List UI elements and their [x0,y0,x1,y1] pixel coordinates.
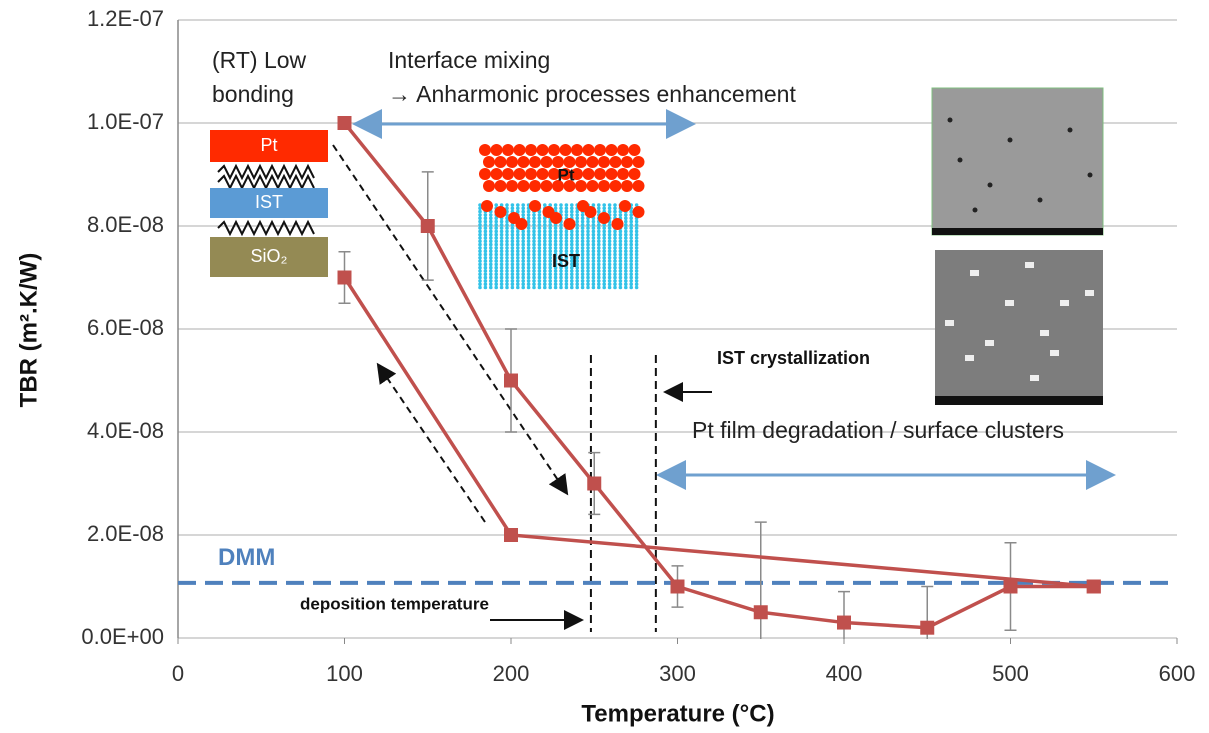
arrow [376,362,486,523]
marker [920,620,935,635]
marker [504,528,518,542]
marker [837,615,851,630]
micrograph-bar [935,396,1103,405]
marker [587,476,602,491]
interface-inset [478,144,645,290]
x-tick-label: 600 [1159,661,1196,686]
x-tick-label: 400 [826,661,863,686]
marker [753,605,768,620]
annotation: → Anharmonic processes enhancement [388,81,796,107]
layer-stack: Pt IST SiO₂ [210,130,328,277]
stack-label: Pt [260,135,277,155]
micrograph [931,87,1104,236]
marker [337,116,352,130]
marker [337,270,352,285]
marker [504,373,518,388]
stack-label: IST [255,192,283,212]
y-tick-label: 8.0E-08 [87,212,164,237]
micrograph [935,250,1103,405]
marker [1086,579,1101,594]
marker [1003,579,1018,594]
annotation: (RT) Low [212,47,307,73]
y-tick-label: 6.0E-08 [87,315,164,340]
annotation: IST crystallization [717,348,870,368]
x-tick-label: 500 [992,661,1029,686]
x-tick-label: 200 [493,661,530,686]
y-tick-label: 1.2E-07 [87,6,164,31]
series-line [343,121,1094,630]
y-tick-label: 1.0E-07 [87,109,164,134]
annotation: bonding [212,81,294,107]
y-tick-label: 4.0E-08 [87,418,164,443]
x-tick-label: 100 [326,661,363,686]
x-tick-label: 0 [172,661,184,686]
micrograph-features [945,117,1094,381]
micrograph-bar [932,228,1103,235]
annotation: deposition temperature [300,594,489,613]
stack-label: SiO₂ [251,246,288,266]
y-tick-label: 2.0E-08 [87,521,164,546]
marker [670,579,685,594]
x-axis-title: Temperature (°C) [581,700,774,727]
inset-label: Pt [558,165,575,184]
marker [420,219,435,233]
annotation: Pt film degradation / surface clusters [692,417,1064,443]
dmm-label: DMM [218,544,275,571]
y-tick-label: 0.0E+00 [81,624,164,649]
arrow [332,144,569,496]
x-tick-label: 300 [659,661,696,686]
y-axis-title: TBR (m².K/W) [15,253,42,408]
inset-label: IST [552,251,580,271]
annotation: Interface mixing [388,47,550,73]
